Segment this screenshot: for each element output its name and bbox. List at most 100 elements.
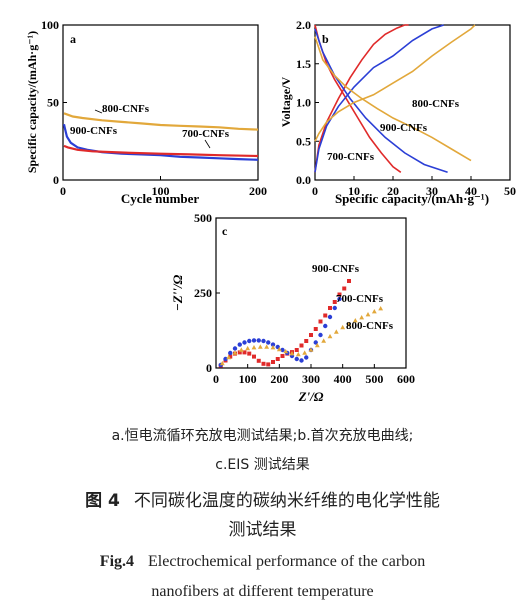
c-point-900-CNFs [299,343,304,348]
b-ytick-label: 1.5 [296,57,311,71]
b-ytick-label: 0.0 [296,173,311,187]
panel-b-letter: b [322,32,329,46]
c-point-800-CNFs [346,321,352,327]
c-point-800-CNFs [264,344,270,349]
a-ylabel: Specific capacity/(mAh·g⁻¹) [25,31,39,173]
b-ytick-label: 1.0 [296,96,311,110]
c-point-700-CNFs [261,338,266,344]
c-point-800-CNFs [314,342,320,348]
c-point-800-CNFs [238,347,244,352]
a-legend-900: 900-CNFs [70,125,118,137]
c-point-800-CNFs [226,354,232,360]
c-point-900-CNFs [342,286,347,291]
caption-cn-line2: 测试结果 [228,520,297,540]
c-point-800-CNFs [219,360,225,366]
c-xtick-label: 100 [239,372,257,386]
a-series-line-700-CNFs [63,144,259,158]
c-point-700-CNFs [332,305,337,311]
a-legend-800: 800-CNFs [102,103,150,115]
c-point-900-CNFs [242,350,247,355]
a-legend-800-pointer [94,109,103,114]
c-xtick-label: 0 [213,372,219,386]
panel-c-letter: c [222,224,228,238]
c-point-800-CNFs [276,346,282,352]
c-ytick-label: 250 [194,286,212,300]
c-point-800-CNFs [371,309,377,314]
c-xtick-label: 300 [302,372,320,386]
panel-a-frame [62,24,259,181]
c-point-900-CNFs [228,354,233,359]
c-xtick-label: 500 [365,372,383,386]
c-point-900-CNFs [275,357,280,361]
c-point-900-CNFs [252,354,256,359]
c-point-700-CNFs [242,340,247,345]
c-point-700-CNFs [237,342,242,347]
a-legend-700: 700-CNFs [182,128,230,140]
c-xtick-label: 200 [270,372,288,386]
c-point-700-CNFs [223,356,228,362]
caption-en-title1: Electrochemical performance of the carbo… [148,553,426,570]
caption-en-line2: nanofibers at different temperature [151,583,374,600]
c-point-700-CNFs [256,338,261,343]
c-point-800-CNFs [352,318,358,323]
a-xlabel: Cycle number [121,191,200,206]
c-point-800-CNFs [327,333,333,339]
b-legend-800: 800-CNFs [412,98,460,110]
c-point-700-CNFs [327,314,333,320]
b-charge-curve-700-CNFs [314,24,409,173]
caption-en-label: Fig.4 [99,553,135,570]
c-point-700-CNFs [318,332,323,338]
a-xtick-label: 100 [152,184,170,198]
c-point-900-CNFs [313,327,318,331]
b-charge-curve-900-CNFs [314,24,444,173]
c-point-800-CNFs [270,345,276,350]
b-xtick-label: 40 [465,184,477,198]
c-point-900-CNFs [332,300,337,304]
b-ytick-label: 0.5 [296,134,311,148]
b-discharge-curve-800-CNFs [314,36,472,162]
c-point-800-CNFs [321,338,327,343]
c-point-900-CNFs [294,348,299,352]
caption-cn-label: 图 4 [85,491,120,511]
a-ytick-label: 0 [53,173,59,187]
a-series-line-900-CNFs [62,123,259,161]
c-point-900-CNFs [347,279,351,283]
c-point-900-CNFs [261,361,266,366]
panel-a: a 0 100 200 0 50 100 800-CNFs 900-CNFs 700-CN… [25,18,267,206]
c-point-900-CNFs [337,292,342,297]
b-ytick-label: 2.0 [296,18,311,32]
c-point-700-CNFs [228,350,233,356]
c-point-700-CNFs [247,338,252,344]
c-point-800-CNFs [359,315,365,320]
b-ylabel: Voltage/V [279,77,293,128]
c-point-800-CNFs [295,351,301,357]
c-point-800-CNFs [257,344,263,349]
a-xtick-label: 200 [249,184,267,198]
c-xlabel: Z'/Ω [298,389,324,404]
c-point-700-CNFs [313,340,318,345]
c-point-700-CNFs [337,296,342,302]
c-point-800-CNFs [340,324,346,330]
c-point-700-CNFs [299,358,304,363]
c-point-900-CNFs [247,351,252,356]
b-xtick-label: 50 [504,184,516,198]
c-xtick-label: 600 [397,372,415,386]
a-xtick-label: 0 [60,184,66,198]
c-point-800-CNFs [245,345,251,351]
c-point-900-CNFs [318,319,323,324]
b-xtick-label: 30 [426,184,438,198]
c-legend-700: 700-CNFs [336,293,384,305]
c-ylabel: −Z''/Ω [170,275,185,312]
caption-cn-title1: 不同碳化温度的碳纳米纤维的电化学性能 [133,491,440,511]
c-point-900-CNFs [280,354,285,358]
c-point-800-CNFs [302,350,308,355]
c-point-800-CNFs [283,348,289,354]
b-xtick-label: 20 [387,184,399,198]
caption-subpanels-line2: c.EIS 测试结果 [215,457,310,473]
b-discharge-curve-900-CNFs [314,28,448,174]
b-xtick-label: 10 [348,184,360,198]
c-point-800-CNFs [289,351,295,356]
c-point-700-CNFs [294,356,299,362]
c-point-900-CNFs [237,350,242,355]
